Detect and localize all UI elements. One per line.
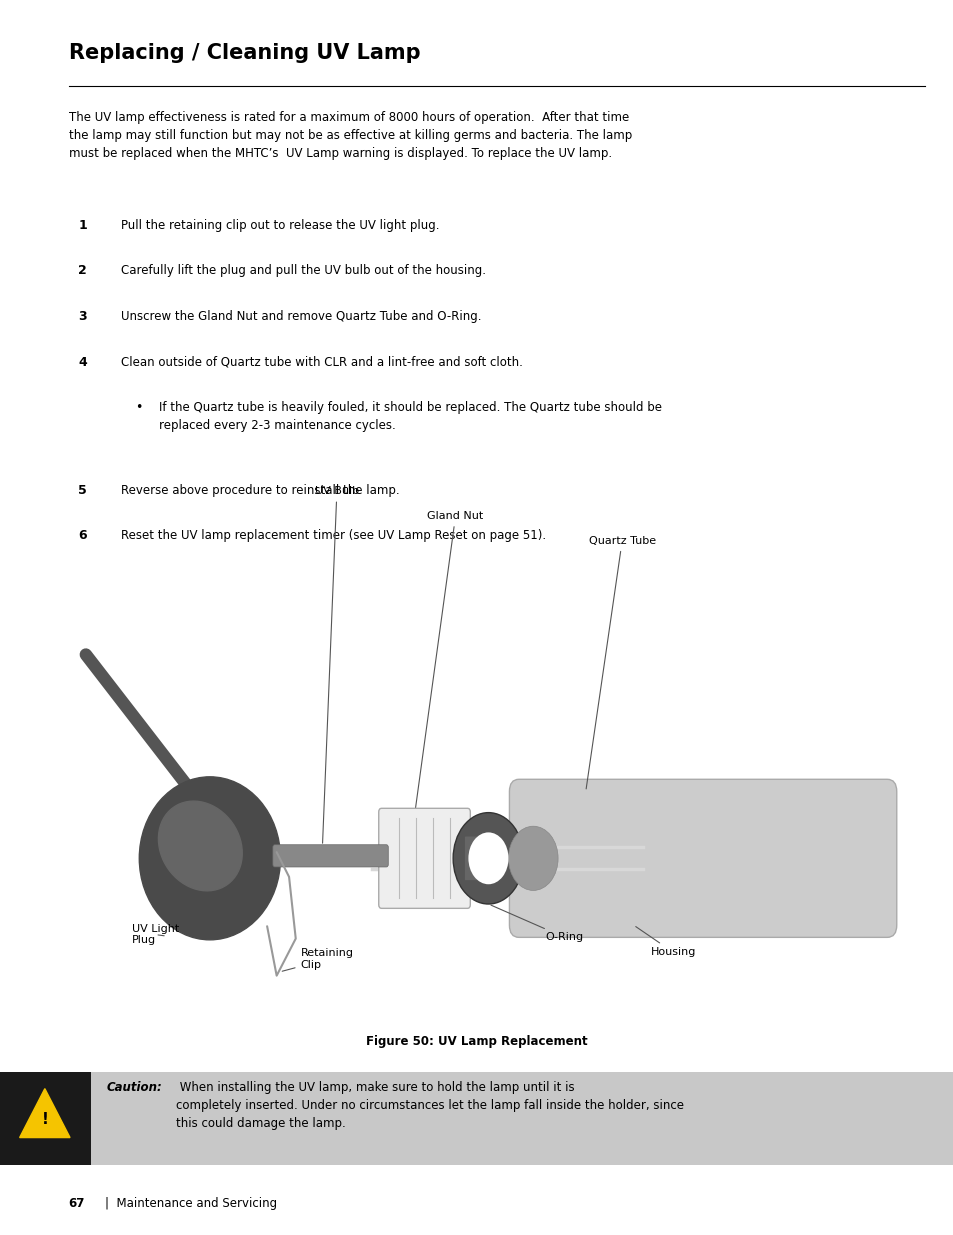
Text: 1: 1 bbox=[78, 219, 87, 232]
Ellipse shape bbox=[139, 777, 280, 940]
Text: Retaining
Clip: Retaining Clip bbox=[282, 948, 354, 971]
Circle shape bbox=[468, 832, 508, 884]
Text: Gland Nut: Gland Nut bbox=[415, 511, 483, 809]
Text: 6: 6 bbox=[78, 530, 87, 542]
Text: O-Ring: O-Ring bbox=[491, 905, 583, 942]
Ellipse shape bbox=[158, 802, 242, 890]
Text: The UV lamp effectiveness is rated for a maximum of 8000 hours of operation.  Af: The UV lamp effectiveness is rated for a… bbox=[69, 111, 631, 161]
Text: Caution:: Caution: bbox=[107, 1081, 162, 1094]
Text: 5: 5 bbox=[78, 484, 87, 496]
Text: !: ! bbox=[41, 1113, 49, 1128]
Text: 4: 4 bbox=[78, 356, 87, 369]
Text: 2: 2 bbox=[78, 264, 87, 278]
Text: Reset the UV lamp replacement timer (see UV Lamp Reset on page 51).: Reset the UV lamp replacement timer (see… bbox=[121, 530, 546, 542]
FancyBboxPatch shape bbox=[273, 845, 388, 867]
Text: |  Maintenance and Servicing: | Maintenance and Servicing bbox=[105, 1197, 276, 1210]
Text: Replacing / Cleaning UV Lamp: Replacing / Cleaning UV Lamp bbox=[69, 43, 420, 63]
Text: 67: 67 bbox=[69, 1197, 85, 1210]
FancyBboxPatch shape bbox=[464, 836, 479, 881]
Text: Pull the retaining clip out to release the UV light plug.: Pull the retaining clip out to release t… bbox=[121, 219, 439, 232]
Circle shape bbox=[453, 813, 523, 904]
Circle shape bbox=[508, 826, 558, 890]
Text: When installing the UV lamp, make sure to hold the lamp until it is
completely i: When installing the UV lamp, make sure t… bbox=[175, 1081, 682, 1130]
Text: •: • bbox=[135, 401, 143, 415]
FancyBboxPatch shape bbox=[378, 808, 470, 909]
Text: Carefully lift the plug and pull the UV bulb out of the housing.: Carefully lift the plug and pull the UV … bbox=[121, 264, 486, 278]
Text: UV Bulb: UV Bulb bbox=[314, 487, 358, 844]
Text: Quartz Tube: Quartz Tube bbox=[585, 536, 655, 789]
Text: Reverse above procedure to reinstall the lamp.: Reverse above procedure to reinstall the… bbox=[121, 484, 399, 496]
FancyBboxPatch shape bbox=[0, 1072, 953, 1165]
Text: If the Quartz tube is heavily fouled, it should be replaced. The Quartz tube sho: If the Quartz tube is heavily fouled, it… bbox=[159, 401, 661, 432]
Polygon shape bbox=[20, 1089, 70, 1137]
Text: Housing: Housing bbox=[635, 926, 696, 957]
FancyBboxPatch shape bbox=[0, 1072, 91, 1165]
Text: Figure 50: UV Lamp Replacement: Figure 50: UV Lamp Replacement bbox=[366, 1035, 587, 1049]
Text: 3: 3 bbox=[78, 310, 87, 324]
Text: Unscrew the Gland Nut and remove Quartz Tube and O-Ring.: Unscrew the Gland Nut and remove Quartz … bbox=[121, 310, 481, 324]
Text: Clean outside of Quartz tube with CLR and a lint-free and soft cloth.: Clean outside of Quartz tube with CLR an… bbox=[121, 356, 522, 369]
FancyBboxPatch shape bbox=[509, 779, 896, 937]
Text: UV Light
Plug: UV Light Plug bbox=[132, 924, 179, 945]
